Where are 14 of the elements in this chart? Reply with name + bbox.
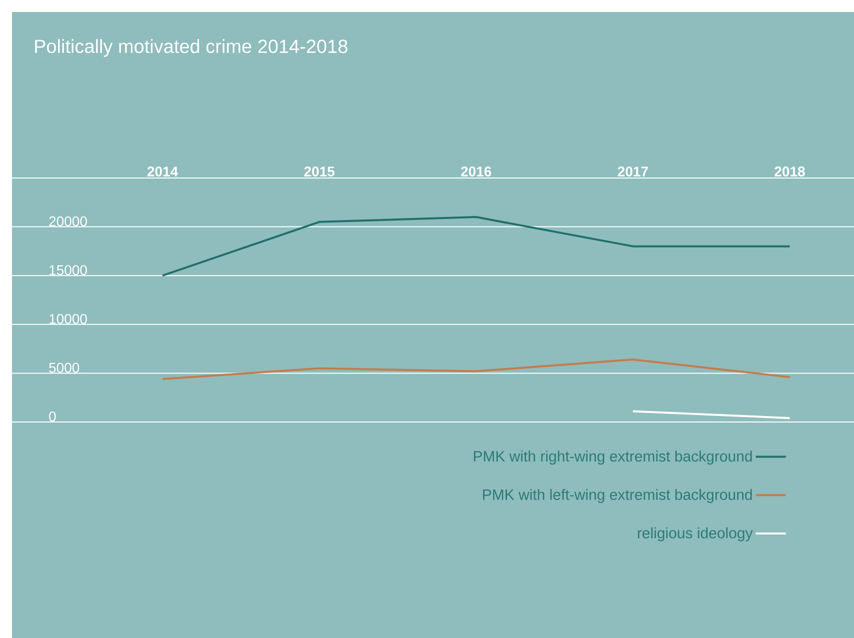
- x-tick-label: 2017: [618, 166, 648, 176]
- y-tick-label: 0: [49, 412, 56, 422]
- y-tick-label: 20000: [49, 216, 87, 226]
- x-tick-label: 2016: [461, 166, 492, 176]
- x-tick-label: 2018: [774, 166, 805, 176]
- y-tick-label: 5000: [49, 362, 80, 373]
- legend-label: PMK with left-wing extremist background: [483, 488, 752, 503]
- x-tick-label: 2015: [304, 166, 335, 176]
- y-tick-label: 15000: [50, 265, 87, 276]
- chart-title: Politically motivated crime 2014-2018: [35, 39, 348, 57]
- y-tick-label: 10000: [50, 314, 87, 324]
- legend-label: PMK with right-wing extremist background: [474, 450, 752, 465]
- x-tick-label: 2014: [147, 166, 178, 176]
- legend-label: religious ideology: [638, 527, 753, 542]
